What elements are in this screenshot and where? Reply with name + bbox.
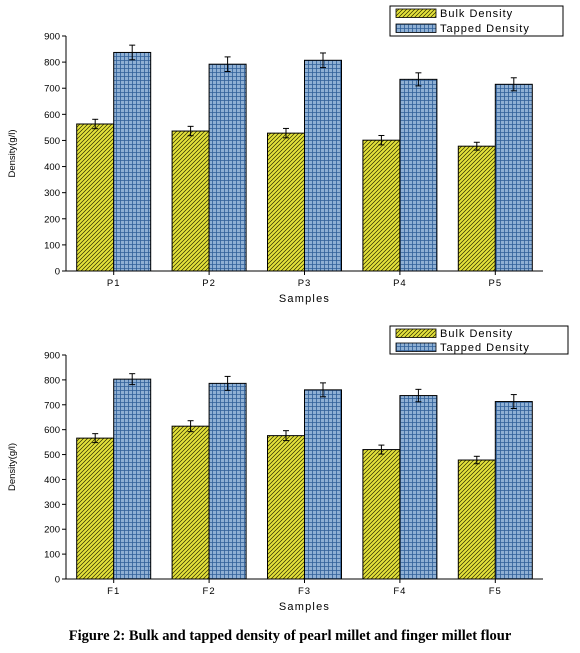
x-axis-title: Samples (279, 601, 330, 613)
y-tick-label: 100 (44, 240, 60, 251)
y-axis-title: Density(g/l) (7, 443, 18, 491)
y-tick-label: 0 (55, 267, 60, 278)
bar-tapped-f4 (399, 395, 438, 580)
y-tick-label: 400 (44, 475, 60, 486)
bar-tapped-p4 (399, 78, 438, 272)
legend-label-bulk: Bulk Density (440, 328, 513, 340)
x-tick-label: F2 (203, 586, 216, 597)
bar-bulk-f5 (457, 459, 496, 580)
x-tick-label: F5 (489, 586, 502, 597)
bar-tapped-f1 (113, 378, 152, 580)
x-tick-label: P4 (393, 278, 407, 289)
legend-label-tapped: Tapped Density (440, 342, 530, 354)
finger-millet-density-chart: 0 100 200 300 400 500 600 700 800 900 Density(g/l)… (7, 325, 569, 613)
y-tick-label: 900 (44, 351, 60, 362)
bar-tapped-f3 (304, 389, 342, 580)
figure-caption: Figure 2: Bulk and tapped density of pea… (68, 628, 512, 644)
y-tick-label: 400 (44, 162, 60, 173)
y-tick-label: 500 (44, 450, 60, 461)
bar-bulk-f2 (171, 425, 210, 580)
x-tick-label: F3 (298, 586, 311, 597)
bar-tapped-f2 (208, 382, 247, 580)
bar-bulk-f1 (76, 437, 115, 580)
y-tick-label: 800 (44, 375, 60, 386)
y-tick-label: 200 (44, 525, 60, 536)
bar-bulk-p4 (362, 139, 401, 272)
legend-swatch-tapped (395, 23, 437, 33)
y-tick-label: 600 (44, 425, 60, 436)
y-axis-title: Density(g/l) (7, 129, 18, 177)
legend: Bulk Density Tapped Density (389, 5, 564, 37)
legend-label-tapped: Tapped Density (440, 23, 530, 35)
y-tick-label: 700 (44, 84, 60, 95)
bar-bulk-p3 (267, 132, 305, 272)
x-tick-label: P3 (298, 278, 312, 289)
bar-bulk-f4 (362, 449, 401, 580)
y-tick-label: 300 (44, 188, 60, 199)
x-tick-label: P1 (107, 278, 121, 289)
y-tick-label: 800 (44, 58, 60, 69)
bar-tapped-p2 (208, 63, 247, 272)
y-tick-label: 0 (55, 575, 60, 586)
x-tick-label: P5 (488, 278, 502, 289)
y-tick-label: 900 (44, 32, 60, 43)
legend-swatch-bulk (395, 328, 437, 338)
y-tick-label: 500 (44, 136, 60, 147)
x-tick-label: F4 (393, 586, 406, 597)
bar-bulk-p2 (171, 130, 210, 272)
bar-bulk-p5 (457, 145, 496, 272)
legend-swatch-tapped (395, 342, 437, 352)
bar-bulk-p1 (76, 123, 115, 272)
x-tick-label: F1 (107, 586, 120, 597)
bar-bulk-f3 (267, 435, 305, 580)
pearl-millet-density-chart: 0 100 200 300 400 500 600 700 800 900 Density(g/l)… (7, 5, 564, 305)
y-tick-label: 100 (44, 550, 60, 561)
y-tick-label: 200 (44, 214, 60, 225)
legend: Bulk Density Tapped Density (389, 325, 569, 355)
bar-tapped-f5 (494, 401, 533, 580)
legend-swatch-bulk (395, 8, 437, 18)
y-tick-label: 600 (44, 110, 60, 121)
bar-tapped-p5 (494, 83, 533, 272)
y-tick-label: 300 (44, 500, 60, 511)
x-axis-title: Samples (279, 293, 330, 305)
y-tick-label: 700 (44, 400, 60, 411)
x-tick-label: P2 (202, 278, 216, 289)
legend-label-bulk: Bulk Density (440, 8, 513, 20)
bar-tapped-p3 (304, 59, 342, 272)
bar-tapped-p1 (113, 51, 152, 272)
